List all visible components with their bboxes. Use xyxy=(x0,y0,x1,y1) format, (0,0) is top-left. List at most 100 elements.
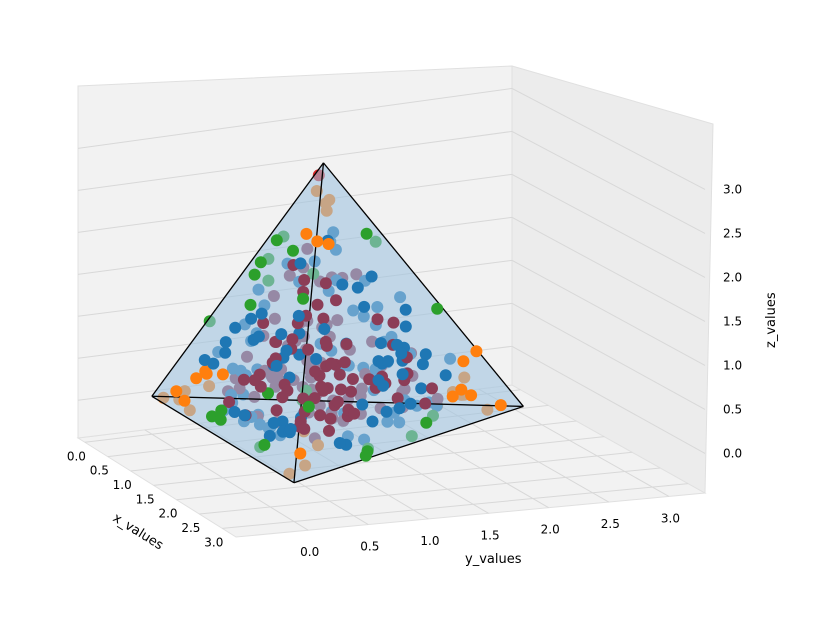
scatter-point xyxy=(302,343,315,356)
wall-gridline-z xyxy=(511,259,706,366)
scatter-point xyxy=(346,373,359,385)
scatter-point xyxy=(395,347,408,360)
y-tick-label: 0.5 xyxy=(360,540,379,554)
scatter-point xyxy=(318,323,331,335)
scatter-point xyxy=(393,416,406,429)
scatter-point xyxy=(310,185,323,197)
scatter-point xyxy=(299,459,312,472)
scatter-point xyxy=(294,257,307,270)
scatter-point xyxy=(292,309,305,322)
z-tick-label: 2.0 xyxy=(723,270,742,284)
scatter-point xyxy=(284,423,297,435)
scatter-point xyxy=(333,368,346,381)
scatter-point xyxy=(415,382,428,395)
tetrahedron-edge xyxy=(151,395,295,484)
scatter-point xyxy=(317,312,330,325)
scatter-point xyxy=(311,298,324,311)
floor-gridline-y xyxy=(144,429,309,531)
scatter-point xyxy=(300,227,313,240)
scatter-point xyxy=(203,315,216,328)
scatter-point xyxy=(371,313,384,326)
scatter-point xyxy=(241,350,253,363)
z-tick-label: 2.5 xyxy=(723,226,742,240)
y-tick-label: 0.0 xyxy=(300,545,319,559)
scatter-point xyxy=(270,359,283,372)
tetrahedron-edge xyxy=(293,405,524,484)
scatter-point xyxy=(323,193,336,206)
x-tick-label: 2.0 xyxy=(158,507,177,521)
scatter-point xyxy=(283,467,296,480)
scatter-point xyxy=(323,424,335,437)
wall-gridline-z xyxy=(77,259,513,317)
scatter-point xyxy=(252,283,265,296)
scatter-point xyxy=(369,235,382,248)
y-tick-label: 1.5 xyxy=(481,528,500,542)
scatter-point xyxy=(366,415,379,428)
scatter-point xyxy=(457,355,470,368)
scatter-point xyxy=(380,405,393,418)
z-tick-label: 3.0 xyxy=(723,182,742,196)
floor-gridline-y xyxy=(311,409,489,514)
scatter-point xyxy=(254,256,267,269)
scatter-point xyxy=(228,406,241,418)
scatter-point xyxy=(439,369,452,382)
scatter-point xyxy=(297,292,310,305)
scatter-point xyxy=(419,397,432,410)
scatter-point xyxy=(394,291,407,304)
scatter-point xyxy=(357,310,370,323)
scatter-point xyxy=(267,290,280,302)
floor-gridline-y xyxy=(478,388,670,497)
scatter-point xyxy=(494,399,507,412)
scatter-point xyxy=(355,382,368,395)
scatter-point xyxy=(237,373,250,386)
scatter-point xyxy=(419,348,432,361)
scatter-point xyxy=(199,365,212,378)
scatter-point xyxy=(170,385,183,398)
y-axis-label: y_values xyxy=(465,552,522,567)
z-tick-label: 1.0 xyxy=(723,358,742,372)
scatter-point xyxy=(382,355,394,368)
scatter-point xyxy=(391,392,404,405)
scatter-point xyxy=(309,365,322,378)
scatter-point xyxy=(275,328,288,341)
wall-gridline-z xyxy=(511,345,706,454)
scatter-point xyxy=(374,337,387,350)
scatter-point xyxy=(319,277,332,290)
tetrahedron-edge xyxy=(151,162,324,397)
scatter-point xyxy=(336,278,349,291)
scatter-point xyxy=(294,447,307,460)
wall-gridline-z xyxy=(77,173,513,233)
scatter-point xyxy=(311,235,324,248)
scatter-point xyxy=(281,384,294,397)
scatter-point xyxy=(377,379,390,392)
scatter-point xyxy=(258,438,271,451)
floor-gridline-x xyxy=(176,451,633,501)
scatter-point xyxy=(338,356,351,369)
points-front xyxy=(170,227,507,462)
scatter-point xyxy=(255,307,268,320)
scatter-point xyxy=(310,353,323,365)
scatter-point xyxy=(298,274,311,286)
scatter-point xyxy=(393,402,406,415)
scatter-point xyxy=(358,300,371,313)
scatter-point xyxy=(298,422,311,435)
scatter-point xyxy=(270,234,283,247)
scatter-point xyxy=(358,433,371,446)
scatter-point xyxy=(314,409,327,422)
x-tick-label: 2.5 xyxy=(181,521,200,535)
x-tick-label: 3.0 xyxy=(204,535,223,549)
scatter-point xyxy=(470,345,483,358)
scatter-point xyxy=(190,372,203,385)
scatter-point xyxy=(335,383,347,396)
scatter-point xyxy=(444,352,457,365)
scatter-point xyxy=(322,238,335,250)
scatter-point xyxy=(331,395,344,408)
z-tick-label: 1.5 xyxy=(723,314,742,328)
scatter-point xyxy=(381,415,394,428)
scatter-point xyxy=(426,382,438,395)
scatter-point xyxy=(316,382,329,395)
scatter-point xyxy=(223,396,236,408)
z-axis-label: z_values xyxy=(764,292,779,348)
